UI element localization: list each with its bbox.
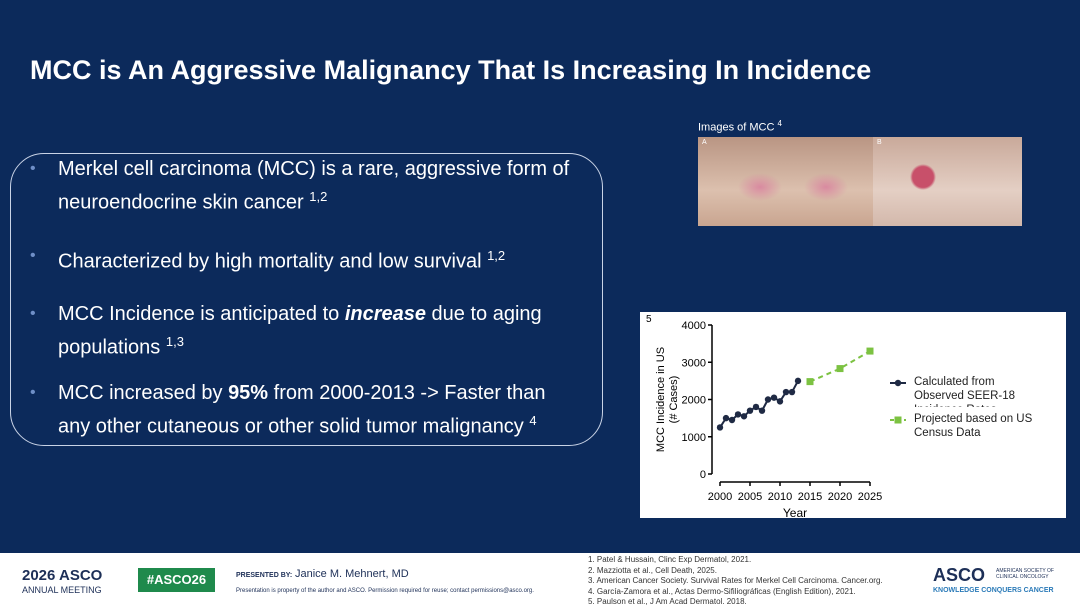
x-tick-label: 2005 — [738, 491, 762, 503]
ref: 1,2 — [309, 189, 328, 204]
text: MCC Incidence is anticipated to — [58, 303, 345, 326]
emphasis: 95% — [228, 381, 269, 404]
ref: 1,3 — [165, 334, 184, 350]
legend-marker — [894, 379, 902, 387]
marker — [764, 396, 772, 403]
ref: 4 — [777, 119, 782, 128]
y-tick-label: 3000 — [682, 357, 706, 369]
marker — [734, 411, 742, 418]
slide-title: MCC is An Aggressive Malignancy That Is … — [30, 55, 872, 85]
logo-sub: AMERICAN SOCIETY OF CLINICAL ONCOLOGY — [996, 568, 1054, 580]
hashtag: #ASCO26 — [138, 568, 215, 592]
chart: 5 0 1000 2000 3000 4000 2000 2005 2010 2015 2020 20… — [646, 314, 1033, 520]
legend-marker — [894, 416, 902, 424]
text: Characterized by high mortality and low … — [58, 250, 482, 273]
text: Merkel cell carcinoma (MCC) is a rare, a… — [58, 158, 570, 214]
disclaimer: Presentation is property of the author a… — [236, 588, 534, 594]
marker — [788, 388, 796, 396]
reference: 4. García-Zamora et al., Actas Dermo-Sif… — [588, 586, 856, 596]
figure-ref: 5 — [646, 314, 652, 325]
reference: 5. Paulson et al., J Am Acad Dermatol. 2… — [588, 597, 747, 606]
marker — [794, 377, 802, 385]
marker — [866, 347, 874, 355]
x-tick-label: 2025 — [858, 491, 882, 503]
y-tick-label: 2000 — [682, 395, 706, 407]
logo-tagline: KNOWLEDGE CONQUERS CANCER — [933, 587, 1054, 594]
marker — [746, 407, 754, 414]
marker — [776, 398, 784, 405]
photo: A — [698, 137, 873, 226]
legend-entry: Calculated from Observed SEER-18 Inciden… — [914, 376, 1015, 407]
emphasis: increase — [344, 303, 426, 326]
logo: ASCO — [933, 565, 986, 585]
bullet-box — [10, 153, 603, 446]
marker — [722, 414, 730, 422]
y-tick-label: 0 — [700, 469, 706, 481]
marker — [758, 407, 766, 414]
text: due to aging populations — [58, 303, 542, 359]
photo-label: A — [702, 139, 707, 146]
x-tick-label: 2000 — [708, 491, 732, 503]
text: Images of MCC — [698, 121, 775, 134]
bullet: MCC Incidence is anticipated to increase… — [30, 300, 570, 362]
y-axis-label: MCC Incidence in US — [655, 347, 667, 452]
bullet: MCC increased by 95% from 2000-2013 -> F… — [30, 379, 570, 441]
marker — [782, 388, 790, 396]
x-tick-label: 2015 — [798, 491, 822, 503]
x-axis-label: Year — [783, 506, 807, 518]
x-tick-label: 2010 — [768, 491, 792, 503]
line — [809, 350, 871, 383]
reference: 1. Patel & Hussain, Clinc Exp Dermatol, … — [588, 555, 752, 564]
legend-entry: Projected based on US Census Data — [914, 413, 1033, 439]
legend-label: Projected based on US Census Data — [914, 413, 1033, 439]
meeting-sub: ANNUAL MEETING — [22, 585, 102, 595]
marker — [728, 416, 736, 424]
presenter: Janice M. Mehnert, MD — [295, 568, 409, 580]
reference: 2. Mazziotta et al., Cell Death, 2025. — [588, 565, 717, 575]
marker — [770, 394, 778, 401]
marker — [752, 403, 760, 411]
chart-panel: 5 0 1000 2000 3000 4000 2000 2005 2010 2015 2020 20… — [640, 312, 1066, 520]
text: from 2000-2013 -> Faster than any other … — [58, 381, 546, 438]
x-tick-label: 2020 — [828, 491, 852, 503]
meeting: 2026 ASCO — [22, 567, 103, 584]
y-tick-label: 1000 — [682, 432, 706, 444]
text: MCC increased by — [58, 381, 229, 404]
marker — [836, 365, 844, 373]
ref: 1,2 — [487, 247, 506, 263]
reference: 3. American Cancer Society. Survival Rat… — [588, 576, 883, 585]
photo-label: B — [877, 139, 882, 146]
presented-by: PRESENTED BY: — [236, 572, 293, 579]
marker — [806, 378, 814, 386]
bullet: Characterized by high mortality and low … — [30, 242, 570, 276]
legend-label: Calculated from Observed SEER-18 Inciden… — [914, 376, 1015, 407]
y-axis-label: (# Cases) — [668, 376, 680, 424]
y-tick-label: 4000 — [682, 320, 706, 332]
marker — [740, 413, 748, 420]
photo: B — [873, 137, 1022, 226]
marker — [716, 424, 724, 431]
bullet-list: Merkel cell carcinoma (MCC) is a rare, a… — [30, 155, 570, 466]
bullet: Merkel cell carcinoma (MCC) is a rare, a… — [30, 155, 570, 217]
ref: 4 — [529, 412, 537, 428]
footer: 2026 ASCO ANNUAL MEETING #ASCO26 PRESENT… — [0, 553, 1080, 608]
references: 1. Patel & Hussain, Clinc Exp Dermatol, … — [588, 555, 883, 608]
image-caption: Images of MCC 4 — [698, 119, 782, 134]
